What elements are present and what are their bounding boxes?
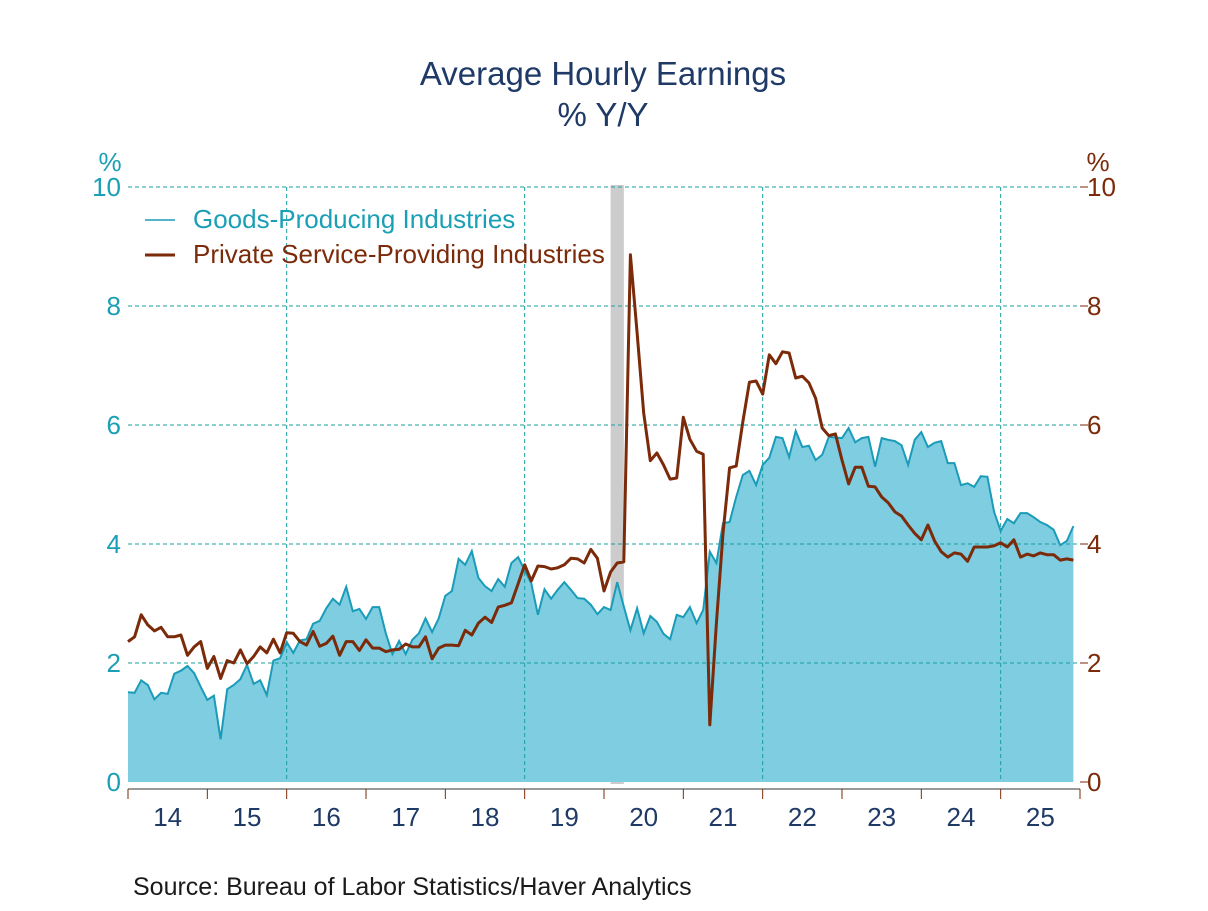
x-tick-label: 17 — [391, 802, 420, 832]
series-services-line — [127, 253, 1074, 727]
series-goods-line — [127, 425, 1075, 740]
left-tick-label: 0 — [107, 767, 121, 797]
right-tick-label: 10 — [1087, 172, 1116, 202]
left-axis-unit: % — [98, 147, 121, 177]
right-tick-label: 4 — [1087, 529, 1101, 559]
right-tick-label: 2 — [1087, 648, 1101, 678]
left-tick-label: 8 — [107, 291, 121, 321]
right-axis-unit: % — [1086, 147, 1109, 177]
legend-label-goods: Goods-Producing Industries — [193, 204, 515, 234]
x-tick-label: 23 — [867, 802, 896, 832]
x-tick-label: 18 — [471, 802, 500, 832]
left-tick-label: 6 — [107, 410, 121, 440]
x-tick-label: 24 — [947, 802, 976, 832]
x-tick-label: 19 — [550, 802, 579, 832]
x-tick-label: 15 — [233, 802, 262, 832]
x-tick-label: 21 — [709, 802, 738, 832]
right-tick-label: 8 — [1087, 291, 1101, 321]
x-tick-label: 14 — [153, 802, 182, 832]
source-note: Source: Bureau of Labor Statistics/Haver… — [133, 873, 692, 901]
right-tick-label: 0 — [1087, 767, 1101, 797]
chart-title: Average Hourly Earnings — [420, 55, 786, 92]
chart-subtitle: % Y/Y — [557, 96, 648, 133]
left-tick-label: 2 — [107, 648, 121, 678]
x-tick-label: 22 — [788, 802, 817, 832]
right-tick-label: 6 — [1087, 410, 1101, 440]
x-tick-label: 25 — [1026, 802, 1055, 832]
legend: Goods-Producing Industries Private Servi… — [145, 204, 605, 269]
series-goods-area — [128, 428, 1074, 782]
left-tick-label: 10 — [92, 172, 121, 202]
x-tick-label: 16 — [312, 802, 341, 832]
x-tick-label: 20 — [629, 802, 658, 832]
left-tick-label: 4 — [107, 529, 121, 559]
legend-label-services: Private Service-Providing Industries — [193, 239, 605, 269]
